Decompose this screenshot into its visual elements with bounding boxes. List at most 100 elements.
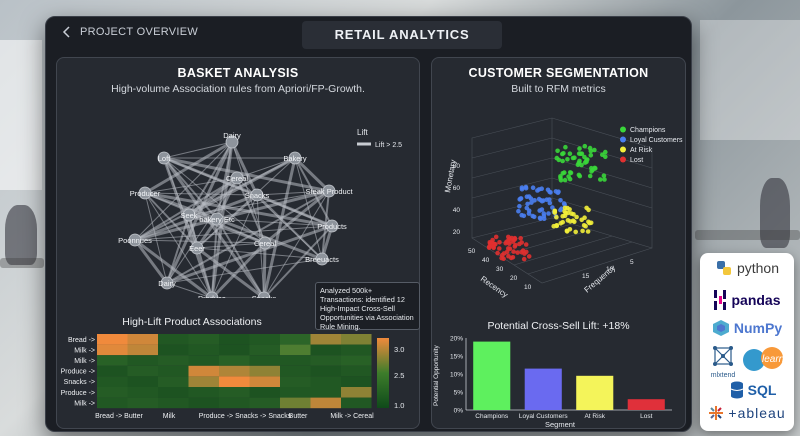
rfm-scatter-3d: Champions Loyal Customers At Risk Lost 80 60… xyxy=(443,117,683,298)
network-node[interactable] xyxy=(315,252,329,266)
heatmap-row-label: Milk -> xyxy=(74,358,95,365)
scatter-point xyxy=(526,208,532,213)
heatmap-cell xyxy=(188,365,219,377)
network-node[interactable] xyxy=(325,219,339,233)
scatter-point xyxy=(546,211,551,216)
frequency-tick: 10 xyxy=(606,266,614,273)
heatmap-cell xyxy=(341,355,372,366)
scatter-point xyxy=(598,177,603,182)
scatter-point xyxy=(524,194,530,199)
customer-segmentation-panel: CUSTOMER SEGMENTATION Built to RFM metri… xyxy=(431,57,686,429)
network-node-label: bakery Etc xyxy=(199,215,235,224)
network-node[interactable] xyxy=(225,135,239,149)
bar-xlabel: Segment xyxy=(545,420,576,429)
network-node[interactable] xyxy=(190,241,204,255)
heatmap-cell xyxy=(310,355,341,366)
network-edge xyxy=(144,192,258,196)
background-window xyxy=(0,40,42,190)
heatmap-cell xyxy=(158,344,189,356)
python-icon xyxy=(716,261,731,275)
network-edge xyxy=(133,239,169,284)
bar-category-label: Champions xyxy=(475,413,509,420)
scatter-point xyxy=(587,173,593,179)
scatter-point xyxy=(588,153,594,158)
heatmap-cell xyxy=(127,344,158,356)
network-node[interactable] xyxy=(258,236,272,250)
scatter-point xyxy=(530,213,535,219)
heatmap-cell xyxy=(219,344,250,356)
scatter-point xyxy=(588,148,594,154)
scatter-point xyxy=(497,246,502,251)
database-icon xyxy=(730,381,743,399)
network-edge xyxy=(263,190,330,298)
network-node[interactable] xyxy=(160,276,174,290)
network-edge xyxy=(188,176,238,217)
scatter-point xyxy=(590,167,595,173)
network-legend-title: Lift xyxy=(357,128,368,137)
network-node[interactable] xyxy=(322,184,336,198)
heatmap-cell xyxy=(158,387,189,398)
network-edge xyxy=(163,141,233,159)
scatter-point xyxy=(600,152,605,157)
scatter-point xyxy=(570,155,576,161)
scatter-point xyxy=(523,184,529,190)
scatter-point xyxy=(554,155,560,161)
scatter-gridline xyxy=(527,241,633,275)
scatter-point xyxy=(567,176,573,182)
axis-label-recency: Recency xyxy=(479,274,510,298)
heatmap-cell xyxy=(341,397,372,409)
bar-ytick: 10% xyxy=(450,372,463,379)
network-edge xyxy=(166,282,213,298)
colorbar-tick: 3.0 xyxy=(394,345,404,354)
legend-label: Loyal Customers xyxy=(630,137,683,144)
heatmap-cell xyxy=(158,355,189,366)
scatter-gridline xyxy=(551,157,653,189)
network-node[interactable] xyxy=(182,208,196,222)
network-node[interactable] xyxy=(257,291,271,298)
legend-swatch xyxy=(620,156,626,163)
heatmap-cell xyxy=(97,344,128,356)
network-node[interactable] xyxy=(138,186,152,200)
heatmap-cell xyxy=(127,387,158,398)
heatmap-col-label: Bread -> Butter xyxy=(95,413,143,420)
scatter-point xyxy=(544,197,550,202)
network-node[interactable] xyxy=(210,212,224,226)
heatmap-cell xyxy=(158,365,189,377)
network-edge xyxy=(256,190,330,196)
scatter-point xyxy=(585,229,591,234)
network-node[interactable] xyxy=(128,233,142,247)
heatmap-cell xyxy=(310,397,341,409)
scatter-point xyxy=(497,240,502,245)
scatter-point xyxy=(506,246,511,251)
network-node[interactable] xyxy=(230,171,244,185)
network-edge xyxy=(144,191,333,228)
heatmap-cell xyxy=(219,376,250,387)
scatter-point xyxy=(562,213,568,219)
scatter-point xyxy=(539,207,545,212)
network-node[interactable] xyxy=(157,151,171,165)
colorbar-tick: 1.0 xyxy=(394,401,404,410)
heatmap-colorbar xyxy=(377,338,389,408)
segmentation-subtitle: Built to RFM metrics xyxy=(511,83,606,95)
background-desk xyxy=(0,258,44,268)
network-node[interactable] xyxy=(250,188,264,202)
heatmap-cell xyxy=(219,365,250,377)
scatter-point xyxy=(491,244,496,250)
back-link[interactable]: PROJECT OVERVIEW xyxy=(62,26,198,38)
heatmap-col-label: Butter xyxy=(289,413,308,420)
scatter-point xyxy=(555,148,560,154)
scatter-point xyxy=(558,207,563,213)
heatmap-cell xyxy=(219,397,250,409)
network-node[interactable] xyxy=(205,291,219,298)
legend-label: Lost xyxy=(630,157,643,164)
network-edge xyxy=(188,214,213,298)
python-logo: python xyxy=(700,259,794,277)
heatmap-cell xyxy=(127,397,158,409)
top-bar: PROJECT OVERVIEW RETAIL ANALYTICS xyxy=(46,17,691,53)
network-node-label: Snacks xyxy=(245,191,270,200)
network-node-label: Steak Product xyxy=(305,187,353,196)
scatter-point xyxy=(486,244,492,250)
scatter-point xyxy=(538,216,543,221)
bar-ylabel: Potential Opportunity xyxy=(433,345,440,406)
network-node[interactable] xyxy=(288,151,302,165)
